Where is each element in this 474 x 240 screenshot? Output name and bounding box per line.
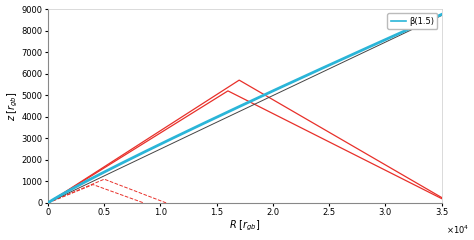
β(1.5) [428, 18, 433, 21]
β(1.5) [65, 190, 71, 192]
β(1.5) [45, 201, 51, 204]
Text: $\times10^4$: $\times10^4$ [446, 223, 469, 236]
X-axis label: $R\;[r_{gb}]$: $R\;[r_{gb}]$ [229, 219, 260, 233]
Y-axis label: $z\;[r_{gb}]$: $z\;[r_{gb}]$ [6, 91, 20, 121]
Legend: β(1.5): β(1.5) [387, 13, 438, 29]
β(1.5) [237, 105, 242, 108]
β(1.5) [427, 18, 433, 21]
Line: β(1.5): β(1.5) [48, 14, 442, 203]
β(1.5) [226, 110, 232, 113]
β(1.5) [439, 13, 445, 16]
β(1.5) [355, 51, 361, 54]
